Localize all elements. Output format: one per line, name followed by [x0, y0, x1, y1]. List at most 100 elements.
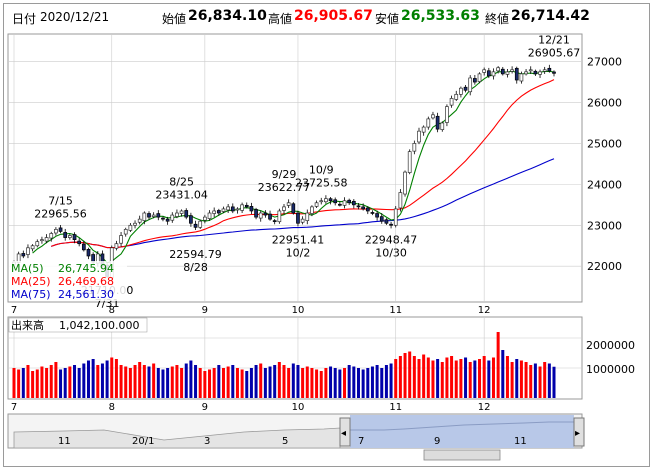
volume-bar — [319, 371, 323, 398]
volume-bar — [208, 369, 212, 398]
annotation-value: 22965.56 — [34, 208, 87, 221]
navigator-label-1: 11 — [58, 436, 71, 447]
annotation-date: 8/28 — [183, 261, 208, 274]
candle-body — [449, 98, 454, 106]
annotation-value: 23622.77 — [258, 181, 311, 194]
volume-tick-2m: 2000000 — [586, 339, 635, 352]
volume-bar — [412, 356, 416, 398]
volume-bar — [31, 371, 35, 398]
date-label: 日付 — [12, 12, 37, 26]
volume-tick-1m: 1000000 — [586, 363, 635, 376]
volume-bar — [524, 362, 528, 398]
ma5-value: 26,745.94 — [58, 262, 114, 275]
candle-body — [389, 223, 393, 226]
volume-bar — [105, 360, 109, 398]
volume-bar — [343, 368, 347, 398]
volume-bar — [287, 368, 291, 398]
volume-bar — [198, 368, 202, 398]
candle-body — [142, 212, 147, 221]
volume-bar — [473, 360, 477, 398]
ma-legend-box — [9, 261, 127, 301]
volume-bar — [398, 356, 402, 398]
volume-bar — [68, 366, 72, 398]
ma5-label: MA(5) — [11, 262, 44, 275]
volume-bar — [235, 368, 239, 398]
annotation-value: 23431.04 — [155, 189, 208, 202]
volume-bar — [408, 351, 412, 398]
volume-bar — [464, 357, 468, 398]
volume-bar — [310, 368, 314, 398]
volume-bar — [138, 362, 142, 398]
close-label: 終値 — [485, 12, 510, 26]
volume-bar — [501, 350, 505, 398]
annotation-date: 9/29 — [272, 168, 297, 181]
scrollbar-thumb[interactable] — [423, 449, 501, 461]
volume-bar — [417, 359, 421, 398]
annotation-date: 10/30 — [375, 246, 407, 259]
volume-bar — [529, 365, 533, 398]
candle-body — [156, 213, 161, 218]
candle-body — [119, 235, 123, 244]
volume-bar — [35, 369, 39, 398]
candle-body — [347, 199, 352, 204]
volume-bar — [361, 369, 365, 398]
candle-body — [533, 70, 538, 75]
scroll-right-handle[interactable]: ▸ — [573, 417, 585, 447]
volume-bar — [100, 363, 104, 398]
volume-bar — [189, 360, 193, 398]
volume-bar — [543, 362, 547, 398]
month-label: 7 — [11, 402, 17, 413]
candle-body — [81, 243, 86, 251]
scroll-left-handle[interactable]: ◂ — [339, 417, 351, 447]
candle-body — [207, 212, 212, 219]
ma75-line — [51, 158, 555, 249]
volume-bar — [231, 365, 235, 398]
candle-body — [342, 200, 347, 206]
month-label: 8 — [109, 402, 115, 413]
candle-body — [40, 239, 44, 242]
candle-body — [454, 93, 459, 100]
volume-bar — [445, 357, 449, 398]
candle-body — [147, 213, 151, 218]
volume-panel-frame — [7, 316, 583, 400]
volume-bar — [329, 366, 333, 398]
candle-body — [514, 67, 519, 81]
volume-bar — [73, 365, 77, 398]
candle-body — [379, 216, 384, 222]
candle-body — [361, 206, 365, 210]
candle-body — [519, 73, 524, 82]
candle-body — [244, 204, 249, 208]
volume-bar — [142, 365, 146, 398]
volume-bar — [82, 363, 86, 398]
volume-bar — [426, 357, 430, 398]
volume-bar — [63, 368, 67, 398]
price-axis: 22000 23000 24000 25000 26000 27000 — [587, 56, 622, 274]
volume-bar — [114, 359, 118, 398]
candle-body — [165, 218, 170, 222]
chart-window: 日付 2020/12/21 始値 26,834.10 高値 26,905.67 … — [3, 3, 650, 467]
navigator-label-4: 5 — [282, 436, 288, 447]
candle-body — [305, 212, 310, 221]
volume-bar — [17, 369, 21, 398]
annotation-date: 10/9 — [309, 164, 334, 177]
candle-body — [212, 210, 217, 214]
ma75-value: 24,561.30 — [58, 288, 114, 301]
candle-body — [189, 215, 193, 224]
volume-bar — [403, 353, 407, 398]
volume-label-box — [8, 317, 148, 333]
candle-body — [473, 78, 477, 83]
annotation-date: 8/25 — [169, 176, 194, 189]
annotation-value: 22951.41 — [272, 233, 325, 246]
candle-body — [319, 200, 324, 203]
candle-body — [417, 130, 421, 143]
volume-bar — [77, 368, 81, 398]
candle-body — [356, 205, 361, 208]
volume-bar — [249, 368, 253, 398]
navigator-selection[interactable] — [350, 415, 574, 448]
scroll-left-arrow-icon: ◂ — [341, 428, 346, 439]
candle-body — [272, 220, 277, 222]
volume-value: 1,042,100.000 — [59, 319, 139, 332]
volume-bar — [394, 359, 398, 398]
candle-body — [216, 210, 221, 214]
candle-body — [384, 219, 389, 224]
